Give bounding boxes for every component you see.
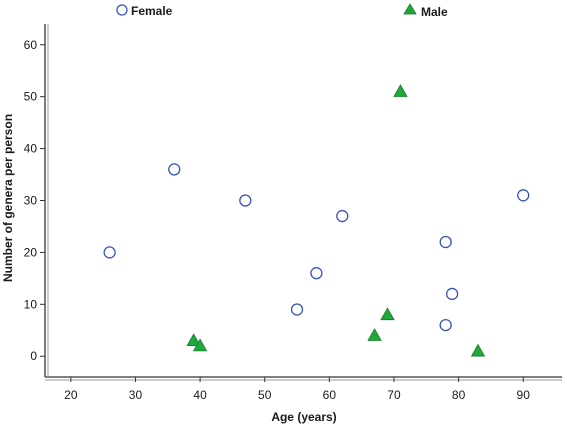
male-point (470, 343, 486, 357)
x-tick-label: 80 (452, 388, 466, 402)
x-tick-label: 60 (323, 388, 337, 402)
legend: Female Male (116, 3, 448, 19)
female-point (445, 287, 459, 301)
x-tick-label: 30 (129, 388, 143, 402)
legend-male-label: Male (421, 5, 448, 19)
male-point (186, 333, 201, 347)
male-point (367, 328, 382, 341)
male-point (192, 338, 208, 352)
y-tick-label: 40 (24, 142, 38, 156)
x-tick-label: 40 (193, 388, 207, 402)
legend-female-label: Female (131, 4, 173, 18)
y-tick-label: 20 (24, 245, 38, 259)
y-tick-label: 50 (24, 90, 38, 104)
x-tick-label: 50 (258, 388, 272, 402)
x-tick-label: 70 (387, 388, 401, 402)
female-point (517, 189, 530, 202)
legend-male-marker (403, 3, 417, 15)
y-ticks-group: 0 10 20 30 40 50 60 (24, 38, 45, 363)
y-tick-label: 0 (30, 349, 37, 363)
male-point (380, 307, 395, 321)
x-ticks-group: 20 30 40 50 60 70 80 90 (64, 377, 530, 402)
female-point (168, 163, 181, 176)
female-point (439, 235, 452, 249)
female-point (290, 303, 304, 316)
y-tick-label: 60 (24, 38, 38, 52)
legend-female-marker (116, 4, 128, 16)
x-tick-label: 20 (64, 388, 78, 402)
y-tick-label: 10 (24, 297, 38, 311)
male-point (393, 84, 408, 97)
data-points-group (103, 84, 530, 357)
x-tick-label: 90 (517, 388, 531, 402)
female-point (439, 318, 452, 332)
female-point (310, 267, 323, 280)
y-axis-title: Number of genera per person (1, 114, 15, 282)
female-point (103, 246, 116, 259)
x-axis-title: Age (years) (271, 410, 336, 424)
female-point (239, 194, 252, 207)
female-point (336, 209, 349, 223)
y-tick-label: 30 (24, 194, 38, 208)
